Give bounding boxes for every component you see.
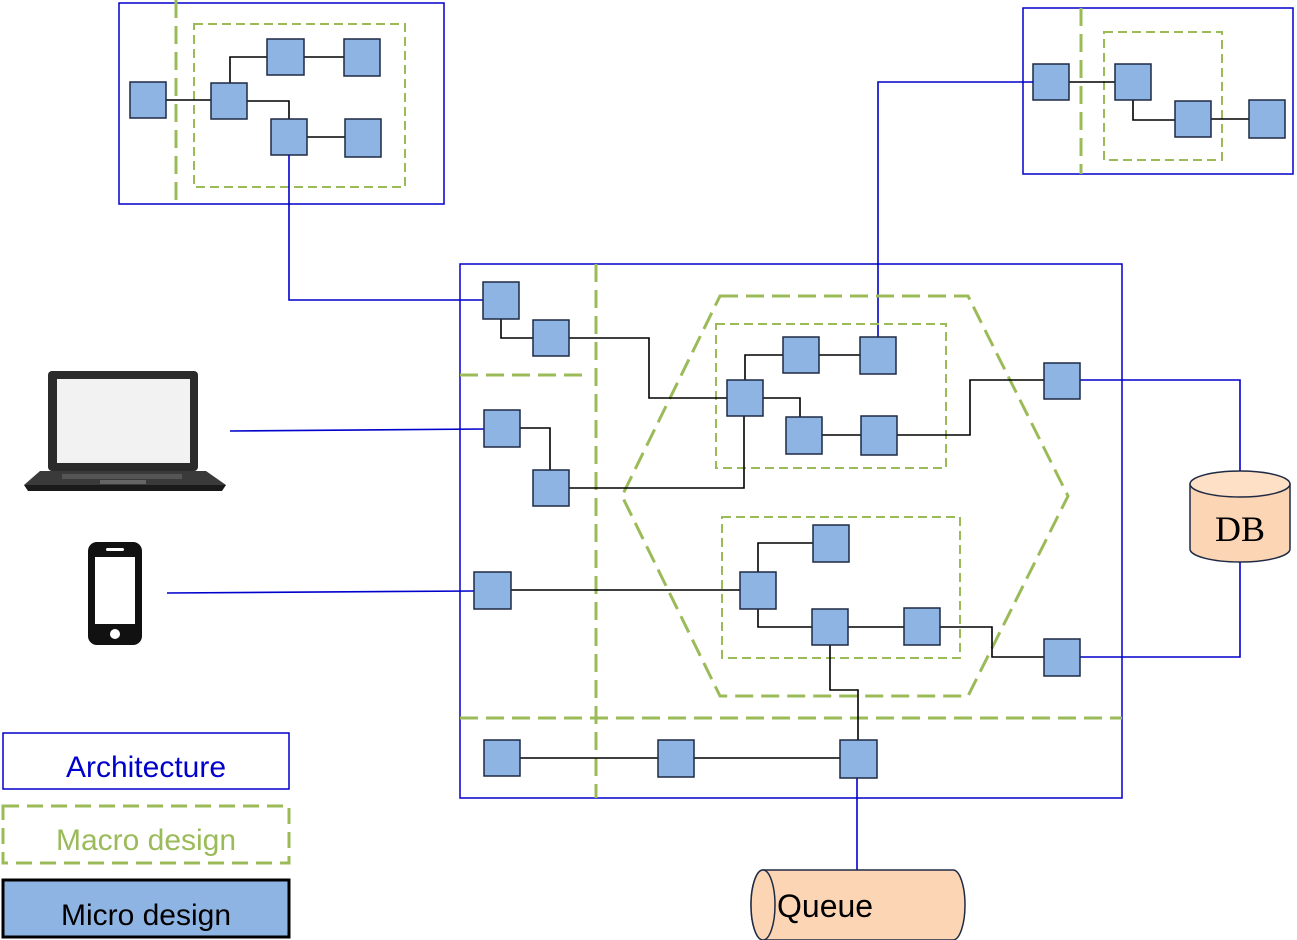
laptop-icon bbox=[24, 371, 226, 491]
component bbox=[657, 739, 695, 778]
db-label: DB bbox=[1215, 509, 1265, 549]
queue-store: Queue bbox=[750, 869, 966, 940]
component bbox=[739, 571, 777, 610]
main-system bbox=[459, 263, 1123, 799]
component bbox=[483, 409, 521, 448]
architecture-box-top-left bbox=[118, 2, 445, 205]
legend-micro-label: Micro design bbox=[61, 899, 231, 932]
component bbox=[1043, 362, 1081, 400]
component bbox=[1114, 63, 1152, 101]
top-right-service bbox=[1022, 7, 1294, 175]
legend: Architecture Macro design Micro design bbox=[1, 732, 291, 939]
component bbox=[483, 739, 521, 777]
component bbox=[344, 118, 382, 158]
component bbox=[266, 38, 305, 76]
component bbox=[1032, 63, 1070, 101]
top-left-service bbox=[118, 0, 445, 205]
component bbox=[839, 739, 878, 779]
component bbox=[532, 469, 570, 507]
component bbox=[1248, 99, 1286, 139]
architecture-box-top-right bbox=[1022, 7, 1294, 175]
legend-architecture-swatch bbox=[2, 732, 290, 790]
architecture-box-main bbox=[459, 263, 1123, 799]
component bbox=[270, 118, 308, 156]
component bbox=[811, 608, 849, 646]
architecture-connections bbox=[166, 81, 1241, 870]
component bbox=[782, 336, 820, 374]
component bbox=[210, 82, 248, 120]
component bbox=[473, 571, 512, 610]
component bbox=[860, 415, 898, 456]
legend-macro-swatch bbox=[1, 804, 291, 865]
macro-box-lower bbox=[721, 516, 961, 659]
component bbox=[343, 38, 381, 77]
component bbox=[129, 81, 167, 119]
smartphone-icon bbox=[88, 542, 142, 645]
component bbox=[785, 416, 823, 455]
legend-architecture-label: Architecture bbox=[66, 751, 226, 784]
component bbox=[859, 336, 897, 375]
legend-micro-swatch bbox=[1, 878, 291, 939]
component bbox=[812, 524, 850, 563]
component bbox=[1174, 100, 1212, 138]
macro-hexagon bbox=[620, 294, 1070, 698]
component bbox=[482, 281, 520, 320]
component bbox=[726, 379, 764, 417]
component bbox=[903, 607, 941, 646]
component bbox=[532, 319, 570, 357]
legend-macro-label: Macro design bbox=[56, 824, 236, 857]
queue-label: Queue bbox=[777, 888, 873, 924]
macro-box-top-left bbox=[193, 23, 406, 188]
macro-box-top-right bbox=[1103, 31, 1223, 161]
db-store: DB bbox=[1189, 470, 1291, 563]
component bbox=[1043, 638, 1081, 677]
macro-box-upper bbox=[715, 323, 947, 469]
